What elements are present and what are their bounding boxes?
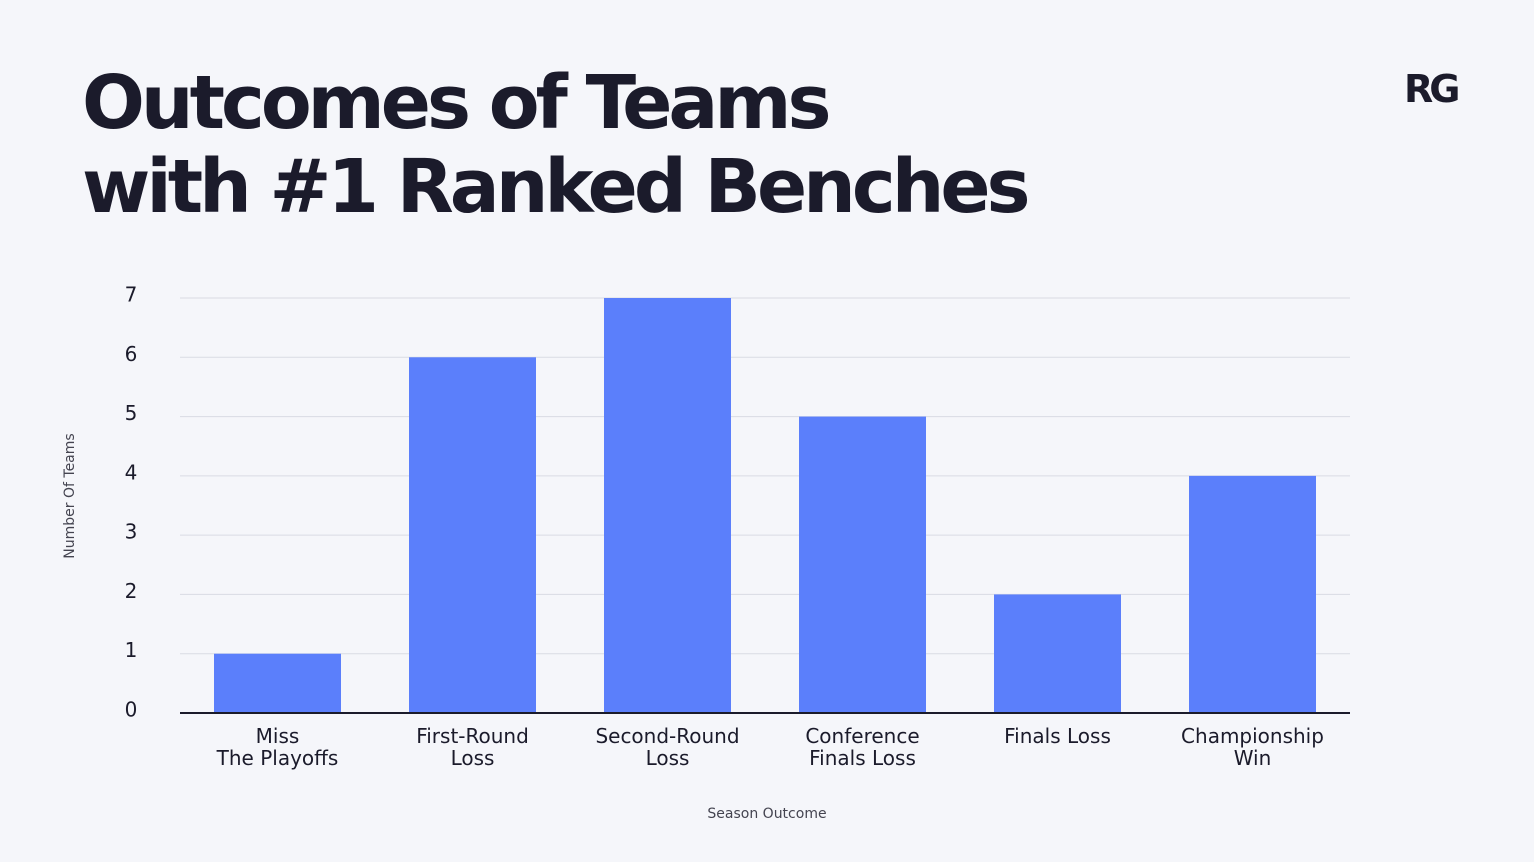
bar — [799, 416, 926, 713]
x-category-label-line: First-Round — [416, 724, 529, 748]
x-category-label-line: Finals Loss — [1004, 724, 1111, 748]
bar — [604, 298, 731, 713]
y-tick-labels: 0 1 2 3 4 5 6 7 — [125, 283, 138, 722]
x-category-label-line: Championship — [1181, 724, 1324, 748]
y-tick-label: 2 — [125, 579, 138, 603]
x-category-label: First-Round Loss — [416, 724, 529, 770]
y-axis-title: Number Of Teams — [62, 433, 78, 558]
x-category-label-line: Second-Round — [595, 724, 739, 748]
x-category-label-line: Finals Loss — [809, 746, 916, 770]
x-category-label-line: Loss — [451, 746, 495, 770]
y-tick-label: 5 — [125, 401, 138, 425]
bars — [214, 298, 1316, 713]
y-tick-label: 7 — [125, 283, 138, 307]
x-category-label-line: Win — [1234, 746, 1272, 770]
x-category-label: Finals Loss — [1004, 724, 1111, 748]
bar — [994, 594, 1121, 713]
x-category-label: Championship Win — [1181, 724, 1324, 770]
x-category-label: Conference Finals Loss — [805, 724, 919, 770]
chart-title-line-2: with #1 Ranked Benches — [82, 144, 1031, 230]
y-tick-label: 0 — [125, 698, 138, 722]
x-category-label-line: Miss — [256, 724, 300, 748]
x-category-label: Miss The Playoffs — [216, 724, 339, 770]
y-tick-label: 3 — [125, 520, 138, 544]
x-category-label-line: Conference — [805, 724, 919, 748]
x-axis-title: Season Outcome — [707, 806, 826, 822]
y-tick-label: 4 — [125, 460, 138, 484]
grid-lines — [180, 297, 1350, 655]
x-category-label-line: The Playoffs — [216, 746, 339, 770]
bar — [214, 653, 341, 713]
brand-logo: RG — [1404, 67, 1460, 111]
bar — [409, 357, 536, 713]
y-tick-label: 6 — [125, 342, 138, 366]
x-category-label: Second-Round Loss — [595, 724, 739, 770]
chart-title-line-1: Outcomes of Teams — [82, 60, 831, 146]
bar — [1189, 475, 1316, 713]
y-tick-label: 1 — [125, 638, 138, 662]
x-category-label-line: Loss — [646, 746, 690, 770]
